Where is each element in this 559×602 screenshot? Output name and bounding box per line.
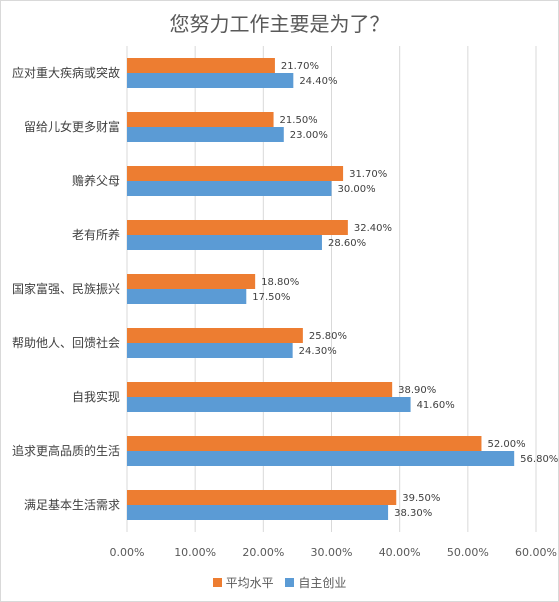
legend-swatch-avg bbox=[212, 578, 222, 587]
x-tick-label: 30.00% bbox=[311, 546, 353, 559]
category-label: 帮助他人、回馈社会 bbox=[12, 335, 120, 350]
bars bbox=[127, 58, 515, 520]
data-label: 24.40% bbox=[299, 76, 337, 87]
bar-avg bbox=[127, 490, 397, 505]
legend-item-startup: 自主创业 bbox=[285, 574, 346, 591]
bar-avg bbox=[127, 274, 256, 289]
bar-avg bbox=[127, 58, 275, 73]
category-label: 国家富强、民族振兴 bbox=[12, 281, 120, 296]
data-label: 21.70% bbox=[281, 61, 319, 72]
bar-avg bbox=[127, 436, 482, 451]
bar-startup bbox=[127, 505, 389, 520]
data-label: 38.30% bbox=[394, 508, 432, 519]
x-tick-label: 20.00% bbox=[242, 546, 284, 559]
bar-startup bbox=[127, 73, 294, 88]
legend-item-avg: 平均水平 bbox=[212, 574, 274, 591]
data-label: 28.60% bbox=[328, 238, 366, 249]
bar-startup bbox=[127, 451, 515, 466]
bar-startup bbox=[127, 397, 411, 412]
x-tick-label: 40.00% bbox=[379, 546, 421, 559]
data-label: 39.50% bbox=[402, 493, 440, 504]
category-label: 自我实现 bbox=[72, 389, 120, 404]
bar-startup bbox=[127, 343, 293, 358]
data-label: 52.00% bbox=[487, 439, 525, 450]
data-label: 24.30% bbox=[299, 346, 337, 357]
data-label: 32.40% bbox=[354, 223, 392, 234]
bar-startup bbox=[127, 181, 332, 196]
x-tick-label: 60.00% bbox=[515, 546, 557, 559]
data-label: 41.60% bbox=[417, 400, 455, 411]
bar-avg bbox=[127, 220, 348, 235]
x-tick-label: 0.00% bbox=[110, 546, 145, 559]
category-label: 留给儿女更多财富 bbox=[24, 119, 120, 134]
data-label: 25.80% bbox=[309, 331, 347, 342]
category-label: 满足基本生活需求 bbox=[24, 498, 120, 512]
category-label: 老有所养 bbox=[72, 227, 120, 242]
bar-avg bbox=[127, 328, 303, 343]
data-label: 30.00% bbox=[338, 184, 376, 195]
data-label: 18.80% bbox=[261, 277, 299, 288]
data-label: 31.70% bbox=[349, 169, 387, 180]
bar-avg bbox=[127, 112, 274, 127]
data-label: 38.90% bbox=[398, 385, 436, 396]
legend-label-avg: 平均水平 bbox=[225, 576, 274, 590]
chart-title: 您努力工作主要是为了？ bbox=[169, 12, 390, 36]
bar-startup bbox=[127, 289, 247, 304]
category-label: 应对重大疾病或突故 bbox=[12, 65, 120, 80]
bar-startup bbox=[127, 127, 284, 142]
bar-avg bbox=[127, 166, 344, 181]
x-tick-label: 10.00% bbox=[174, 546, 216, 559]
data-label: 23.00% bbox=[290, 130, 328, 141]
x-tick-label: 50.00% bbox=[447, 546, 489, 559]
data-label: 56.80% bbox=[520, 454, 558, 465]
legend-swatch-startup bbox=[285, 578, 295, 587]
category-label: 赡养父母 bbox=[72, 173, 120, 188]
data-label: 17.50% bbox=[252, 292, 290, 303]
data-label: 21.50% bbox=[280, 115, 318, 126]
legend-label-startup: 自主创业 bbox=[298, 576, 347, 590]
legend: 平均水平 自主创业 bbox=[0, 574, 559, 591]
bar-startup bbox=[127, 235, 322, 250]
labels: 0.00% 10.00% 20.00% 30.00% 40.00% 50.00% 60.00… bbox=[12, 61, 558, 559]
category-label: 追求更高品质的生活 bbox=[12, 443, 120, 458]
bar-avg bbox=[127, 382, 393, 397]
